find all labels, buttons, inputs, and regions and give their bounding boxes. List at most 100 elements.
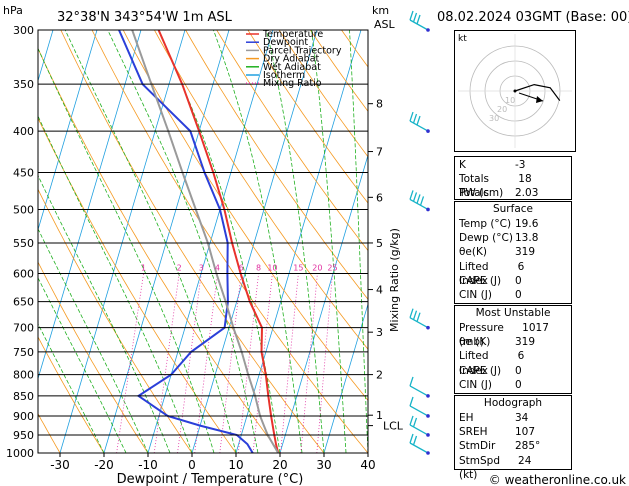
dry-adiabat-line bbox=[38, 336, 105, 453]
row-value: 6 bbox=[517, 350, 525, 363]
pressure-tick-label: 300 bbox=[13, 24, 34, 37]
wind-barb-dot bbox=[426, 433, 430, 437]
x-axis-label: Dewpoint / Temperature (°C) bbox=[117, 472, 304, 486]
hodograph-ring-label: 10 bbox=[505, 96, 515, 105]
wind-barb-feather bbox=[416, 312, 421, 322]
row-value: 24 bbox=[518, 454, 532, 467]
wind-barb-feather bbox=[416, 115, 421, 126]
wind-barb-staff bbox=[409, 317, 429, 329]
mixing-ratio-label: 20 bbox=[312, 264, 322, 273]
row-value: 107 bbox=[515, 426, 536, 439]
mixing-ratio-line bbox=[300, 273, 318, 453]
datetime: 08.02.2024 03GMT (Base: 00) bbox=[437, 10, 629, 25]
wind-barb-staff bbox=[409, 442, 429, 454]
hodograph-trace bbox=[514, 83, 561, 101]
x-tick-label: 0 bbox=[188, 458, 196, 472]
tt-value: 18 bbox=[518, 173, 532, 186]
wind-barb-dot bbox=[426, 207, 430, 212]
row-value: 0 bbox=[515, 274, 522, 287]
row-label: Dewp (°C) bbox=[459, 232, 513, 245]
isotherm-line bbox=[38, 30, 142, 380]
mixing-ratio-label: 2 bbox=[177, 264, 182, 273]
location-title: 32°38'N 343°54'W 1m ASL bbox=[57, 10, 233, 25]
surface-title: Surface bbox=[492, 203, 533, 215]
x-tick-label: 40 bbox=[360, 458, 375, 472]
wind-barb-feather bbox=[412, 417, 418, 428]
row-value: 6 bbox=[517, 260, 525, 273]
wind-barb-staff bbox=[409, 385, 429, 397]
wind-barb-feather bbox=[412, 435, 418, 446]
isotherm-line bbox=[59, 30, 186, 453]
dry-adiabat-line bbox=[591, 30, 629, 453]
hodograph-ring-label: 30 bbox=[489, 114, 499, 123]
row-label: CIN (J) bbox=[459, 288, 492, 301]
wind-barb-dot bbox=[426, 394, 430, 398]
mixing-ratio-line bbox=[116, 273, 144, 453]
mixing-ratio-label: 25 bbox=[327, 264, 337, 273]
wind-barb-feather bbox=[419, 196, 425, 206]
mixing-ratio-line bbox=[153, 273, 180, 453]
pressure-tick-label: 550 bbox=[13, 237, 34, 250]
dry-adiabat-line bbox=[154, 30, 368, 350]
mixing-ratio-line bbox=[280, 273, 299, 453]
km-tick-label: 8 bbox=[376, 98, 383, 111]
most-unstable-panel: Most Unstable Pressure (mb) 1017 θe (K) 319… bbox=[454, 305, 572, 394]
x-tick-label: -20 bbox=[94, 458, 114, 472]
dry-adiabat-line bbox=[247, 30, 368, 204]
pressure-tick-label: 750 bbox=[13, 346, 34, 359]
mixing-ratio-label: 15 bbox=[293, 264, 303, 273]
legend-entry: Isotherm bbox=[263, 70, 305, 81]
k-label: K bbox=[459, 159, 466, 171]
isotherm-line bbox=[191, 30, 318, 453]
pressure-tick-label: 850 bbox=[13, 390, 34, 403]
wind-barb-staff bbox=[409, 424, 429, 436]
wind-barb-feather bbox=[409, 433, 414, 444]
km-tick-label: 4 bbox=[376, 284, 383, 297]
isotherm-line bbox=[235, 30, 362, 453]
tt-label: Totals Totals bbox=[459, 173, 489, 200]
wind-barb-dot bbox=[426, 28, 430, 32]
most-unstable-row: θe (K) 319 bbox=[455, 335, 571, 349]
most-unstable-title: Most Unstable bbox=[475, 307, 551, 319]
isotherm-line bbox=[103, 30, 230, 453]
wind-barbs bbox=[409, 10, 430, 455]
row-label: θe(K) bbox=[459, 246, 487, 259]
x-tick-label: 10 bbox=[228, 458, 243, 472]
legend-entry: Wet Adiabat bbox=[263, 62, 321, 73]
wind-barb-feather bbox=[412, 113, 418, 124]
storm-motion-arrowhead bbox=[536, 96, 543, 103]
surface-row: Dewp (°C) 13.8 bbox=[455, 231, 571, 245]
wet-adiabat-line bbox=[265, 30, 325, 453]
wet-adiabat-line bbox=[38, 322, 105, 453]
row-label: Lifted Index bbox=[459, 350, 489, 377]
x-tick-label: 30 bbox=[316, 458, 331, 472]
pressure-tick-label: 700 bbox=[13, 322, 34, 335]
pressure-tick-label: 800 bbox=[13, 369, 34, 382]
row-label: Temp (°C) bbox=[459, 218, 512, 230]
wind-barb-dot bbox=[426, 451, 430, 455]
row-value: 19.6 bbox=[515, 218, 539, 230]
row-value: 13.8 bbox=[515, 232, 539, 245]
pw-value: 2.03 bbox=[515, 187, 539, 200]
wind-barb-staff bbox=[409, 19, 429, 31]
wind-barb-staff bbox=[409, 198, 429, 211]
row-value: 285° bbox=[515, 440, 541, 453]
most-unstable-row: Lifted Index 6 bbox=[455, 349, 571, 377]
row-label: Lifted Index bbox=[459, 260, 489, 287]
parcel-trajectory-line bbox=[131, 30, 280, 453]
mixing-ratio-line bbox=[219, 273, 242, 453]
x-tick-label: -10 bbox=[138, 458, 158, 472]
wind-barb-feather bbox=[409, 308, 414, 318]
legend-entry: Parcel Trajectory bbox=[263, 45, 342, 56]
mixing-ratio-line bbox=[177, 273, 202, 453]
isotherm-line bbox=[279, 153, 368, 453]
x-tick-label: -30 bbox=[50, 458, 70, 472]
mixing-ratio-label: 8 bbox=[256, 264, 261, 273]
km-tick-label: 3 bbox=[376, 326, 383, 339]
wind-barb-feather bbox=[416, 14, 421, 25]
legend-entry: Temperature bbox=[262, 29, 323, 40]
wind-barb-feather bbox=[409, 111, 414, 122]
pressure-tick-label: 350 bbox=[13, 78, 34, 91]
